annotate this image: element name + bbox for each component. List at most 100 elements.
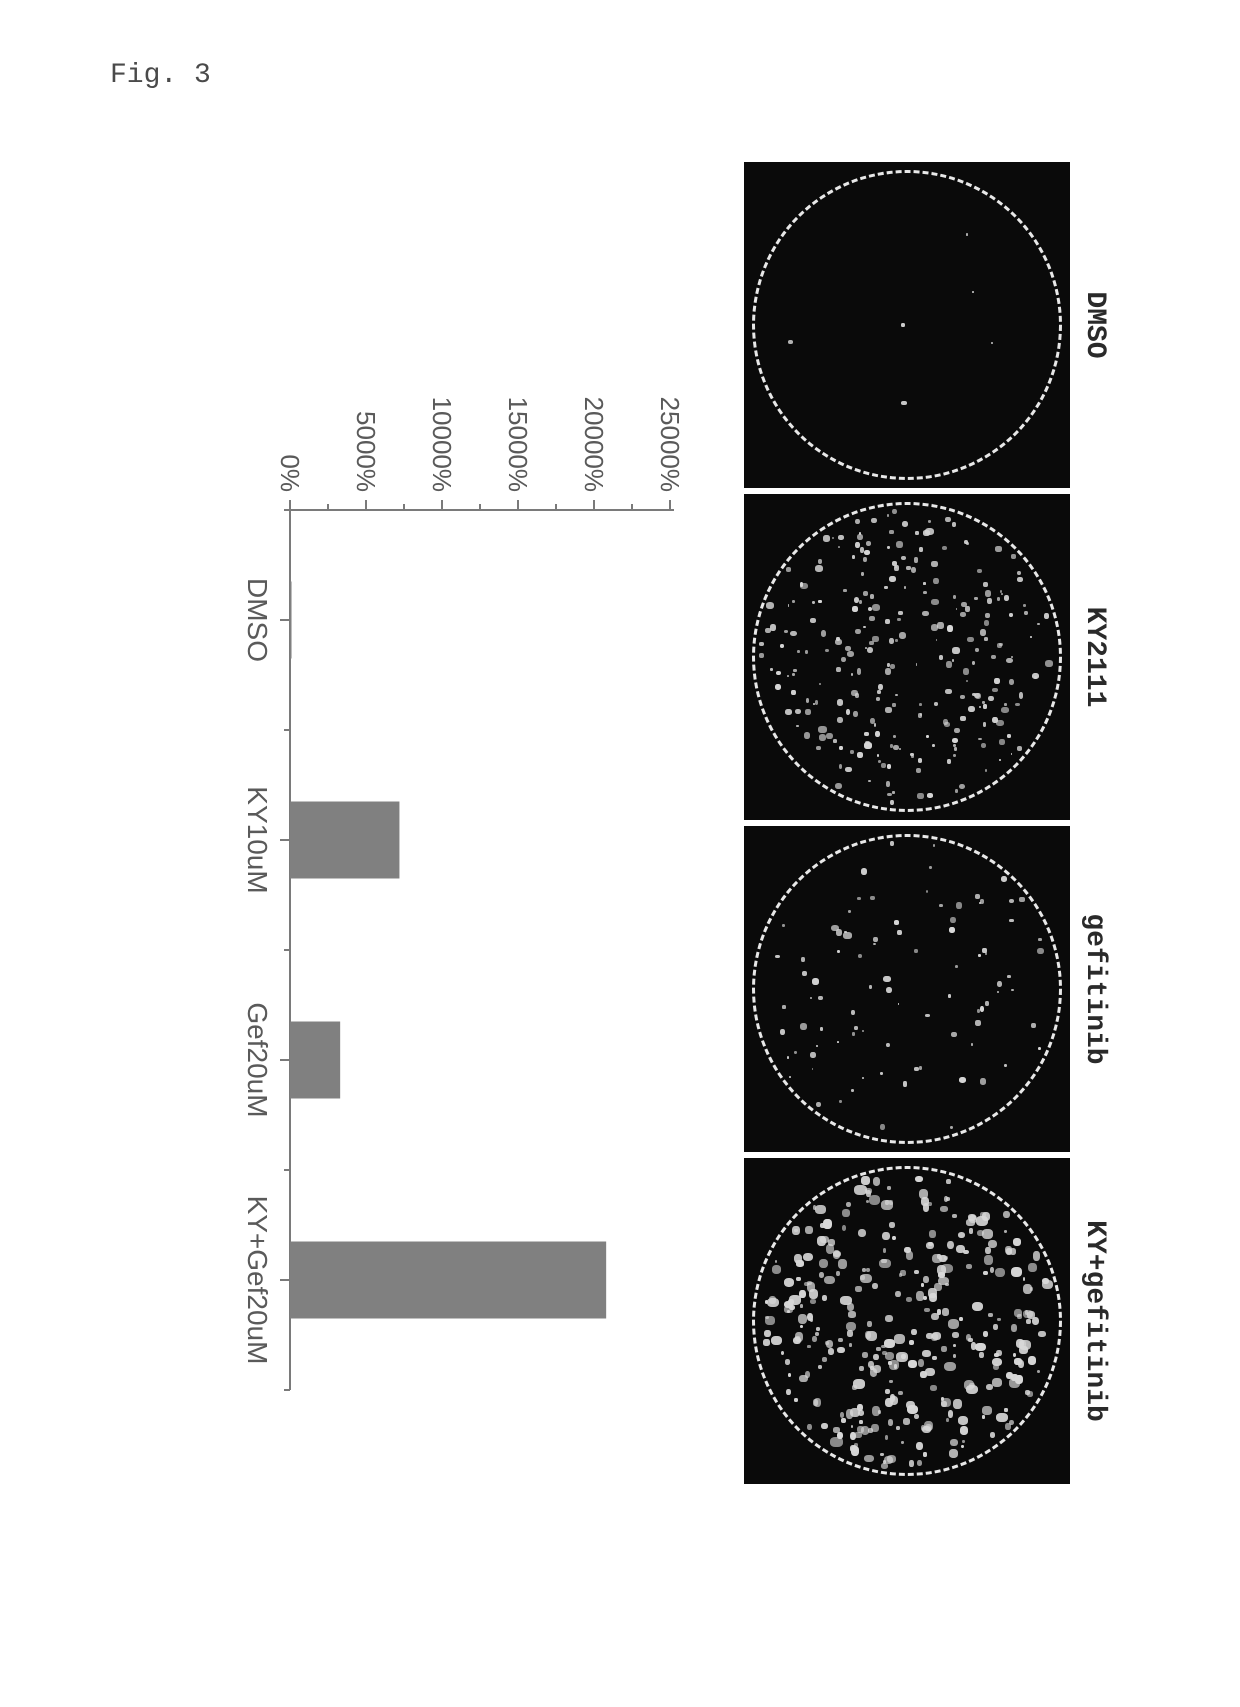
speck [1013, 1238, 1021, 1246]
speck [906, 1251, 913, 1260]
speck [819, 683, 821, 685]
speck [885, 1389, 890, 1394]
speck [997, 981, 1002, 987]
speck [864, 1455, 874, 1462]
y-tick-label: 10000% [427, 397, 457, 492]
speck [896, 541, 903, 548]
speck [902, 521, 909, 527]
speck [930, 1385, 937, 1391]
speck [823, 1219, 832, 1229]
speck [984, 637, 988, 641]
speck [903, 1081, 907, 1086]
speck [862, 1352, 868, 1357]
speck [787, 675, 789, 677]
speck [898, 1391, 903, 1395]
speck [826, 1340, 834, 1348]
speck [894, 1334, 905, 1343]
speck [886, 987, 892, 993]
speck [924, 1421, 933, 1431]
speck [864, 550, 870, 555]
speck [932, 1332, 941, 1339]
speck [770, 624, 776, 631]
speck [988, 696, 994, 702]
speck [887, 663, 890, 667]
speck [878, 1410, 881, 1414]
speck [969, 1383, 975, 1388]
speck [838, 1338, 842, 1342]
speck [1007, 975, 1011, 978]
speck [1006, 1248, 1012, 1255]
speck [843, 932, 851, 939]
speck [885, 1315, 893, 1322]
speck [807, 1282, 815, 1291]
speck [869, 1195, 881, 1205]
speck [950, 917, 956, 923]
speck [907, 1405, 918, 1414]
speck [922, 611, 929, 616]
speck [873, 1177, 880, 1186]
speck [843, 589, 846, 592]
speck [865, 1331, 871, 1339]
speck [898, 611, 903, 615]
speck [765, 628, 770, 633]
speck [969, 1228, 973, 1233]
speck [1028, 1263, 1037, 1272]
speck [805, 650, 808, 654]
speck [872, 604, 880, 611]
speck [780, 1029, 785, 1035]
speck [995, 1268, 1005, 1278]
speck [807, 1424, 812, 1430]
speck [869, 616, 875, 621]
speck [1037, 948, 1044, 955]
speck [822, 1295, 827, 1301]
speck [897, 618, 900, 622]
speck [985, 613, 990, 618]
bar [290, 1022, 340, 1099]
speck [880, 1453, 884, 1456]
speck [869, 985, 872, 989]
speck [919, 1066, 922, 1070]
bar [290, 1242, 606, 1319]
speck [982, 948, 986, 953]
speck [984, 1255, 993, 1265]
speck [931, 561, 937, 567]
speck [836, 667, 841, 672]
speck [813, 1399, 818, 1406]
speck [861, 868, 867, 875]
speck [952, 738, 959, 743]
speck [823, 535, 830, 541]
speck [924, 1308, 929, 1313]
speck [893, 735, 896, 738]
speck [821, 630, 827, 637]
speck [837, 717, 843, 723]
speck [821, 1423, 828, 1430]
speck [903, 1418, 910, 1424]
speck [980, 1078, 986, 1084]
speck [838, 535, 844, 540]
speck [892, 1236, 896, 1241]
x-tick-label: KY+Gef20uM [242, 1196, 273, 1365]
speck [932, 1356, 937, 1360]
well-panel: KY2111 [740, 492, 1110, 822]
speck [866, 1268, 870, 1272]
speck [985, 1001, 989, 1006]
speck [899, 1273, 902, 1277]
speck [966, 233, 968, 235]
speck [855, 629, 861, 634]
speck [1003, 1211, 1010, 1219]
speck [1044, 613, 1049, 618]
speck [801, 957, 805, 962]
speck [890, 841, 894, 846]
speck [946, 661, 951, 668]
speck [847, 651, 854, 657]
speck [982, 701, 985, 704]
speck [885, 1398, 893, 1407]
speck [818, 726, 826, 733]
speck [818, 1365, 822, 1369]
speck [825, 649, 829, 653]
speck [795, 709, 801, 714]
speck [863, 591, 868, 596]
speck [886, 1043, 890, 1048]
speck [982, 1229, 993, 1238]
speck [869, 641, 874, 645]
